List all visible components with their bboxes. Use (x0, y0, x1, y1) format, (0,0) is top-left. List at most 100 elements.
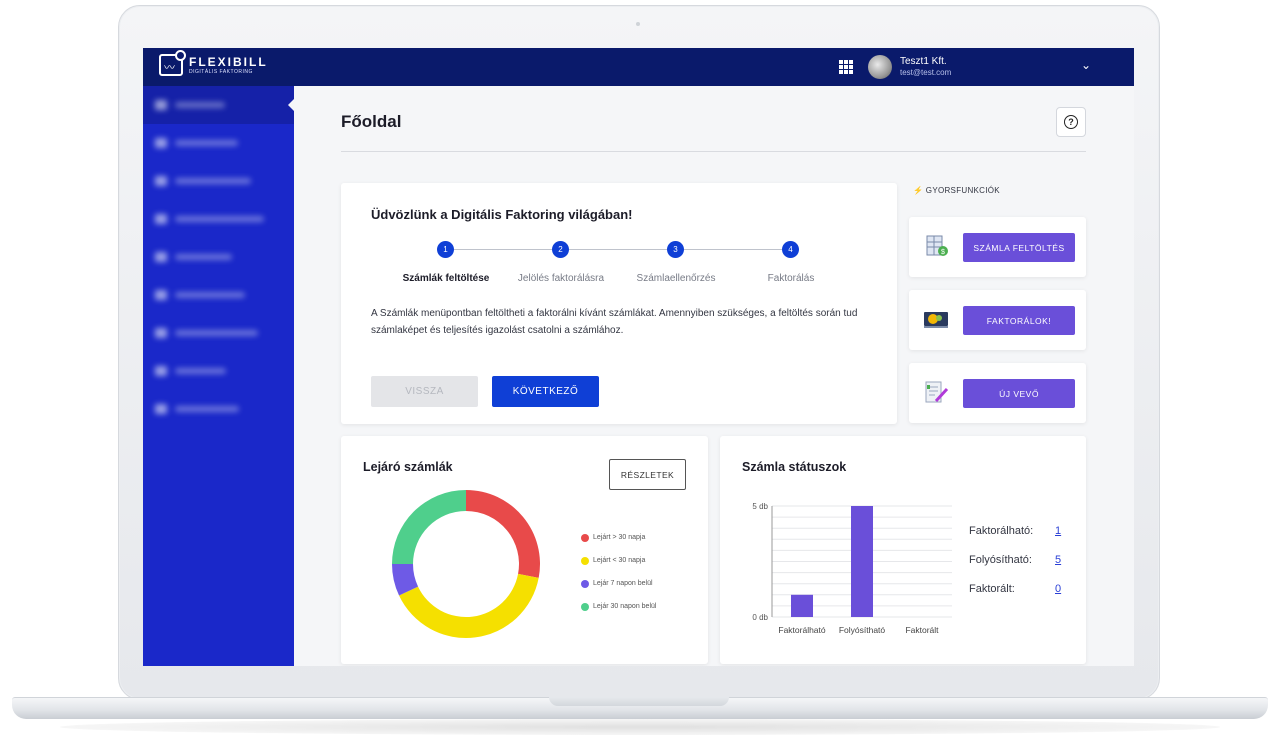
invoice-status-card: Számla státuszok 5 db 0 db Faktorálható Fol… (720, 436, 1086, 664)
invoice-upload-icon: $ (926, 235, 948, 256)
sidebar-item-4[interactable] (143, 200, 294, 238)
legend-label: Lejár 30 napon belül (593, 603, 657, 610)
legend-label: Lejár 7 napon belül (593, 580, 653, 587)
welcome-description: A Számlák menüpontban feltöltheti a fakt… (371, 308, 858, 336)
sidebar (143, 86, 295, 666)
donut-slice[interactable] (399, 573, 539, 638)
help-icon: ? (1064, 115, 1078, 129)
quick-functions-label: ⚡ GYORSFUNKCIÓK (913, 186, 1000, 195)
step-2-label: Jelölés faktorálásra (517, 273, 605, 284)
invoice-status-title: Számla státuszok (742, 460, 847, 474)
expiring-donut-chart (392, 490, 540, 638)
donut-slice[interactable] (392, 490, 466, 564)
logo-icon: 〰 (159, 50, 186, 76)
status-row: Faktorált: 0 (969, 574, 1061, 603)
y-tick-label: 5 db (752, 502, 768, 511)
status-row: Faktorálható: 1 (969, 516, 1061, 545)
sidebar-item-2[interactable] (143, 124, 294, 162)
bolt-icon: ⚡ (913, 186, 924, 195)
sidebar-item-6[interactable] (143, 276, 294, 314)
legend-item[interactable]: Lejár 7 napon belül (581, 572, 656, 595)
welcome-card: Üdvözlünk a Digitális Faktoring világába… (341, 183, 897, 424)
step-3-label: Számlaellenőrzés (636, 273, 716, 284)
legend-dot (581, 602, 589, 611)
laptop-notch (549, 697, 729, 706)
new-customer-icon (925, 381, 949, 403)
status-label: Faktorálható: (969, 524, 1034, 537)
step-1-dot[interactable]: 1 (437, 241, 454, 258)
step-connector (684, 249, 782, 250)
welcome-title: Üdvözlünk a Digitális Faktoring világába… (371, 207, 633, 222)
step-4-dot[interactable]: 4 (782, 241, 799, 258)
next-button[interactable]: KÖVETKEZŐ (492, 376, 599, 407)
step-2-dot[interactable]: 2 (552, 241, 569, 258)
step-4-label: Faktorálás (767, 273, 815, 284)
y-tick-label: 0 db (752, 613, 768, 622)
top-bar: 〰 FLEXIBILL DIGITÁLIS FAKTORING Teszt1 K… (143, 48, 1134, 86)
expiring-invoices-card: Lejáró számlák RÉSZLETEK Lejárt > 30 nap… (341, 436, 708, 664)
help-button[interactable]: ? (1056, 107, 1086, 137)
camera-dot (636, 22, 640, 26)
status-bar-chart: 5 db 0 db Faktorálható Folyósítható Faktorál… (752, 502, 952, 635)
status-bar[interactable] (851, 506, 873, 617)
new-customer-button[interactable]: ÚJ VEVŐ (963, 379, 1075, 408)
status-value-link[interactable]: 1 (1055, 524, 1062, 537)
legend-item[interactable]: Lejárt > 30 napja (581, 526, 656, 549)
sidebar-item-3[interactable] (143, 162, 294, 200)
status-label: Folyósítható: (969, 553, 1032, 566)
sidebar-item-1[interactable] (143, 86, 295, 124)
x-tick-label: Faktorálható (778, 625, 826, 635)
details-button[interactable]: RÉSZLETEK (609, 459, 686, 490)
sidebar-item-8[interactable] (143, 352, 294, 390)
sidebar-item-9[interactable] (143, 390, 294, 428)
legend-label: Lejárt > 30 napja (593, 534, 646, 541)
factoring-icon (924, 312, 948, 328)
donut-slice[interactable] (392, 564, 419, 596)
quick-function-factoring: FAKTORÁLOK! (909, 290, 1086, 350)
page-title: Főoldal (341, 112, 402, 131)
x-tick-label: Faktorált (905, 625, 939, 635)
legend-dot (581, 579, 589, 588)
donut-slice[interactable] (466, 490, 540, 578)
step-3-dot[interactable]: 3 (667, 241, 684, 258)
step-connector (569, 249, 667, 250)
active-indicator (288, 98, 295, 112)
legend-dot (581, 533, 589, 542)
legend-item[interactable]: Lejárt < 30 napja (581, 549, 656, 572)
avatar[interactable] (868, 55, 892, 79)
quick-function-new-customer: ÚJ VEVŐ (909, 363, 1086, 423)
status-value-link[interactable]: 5 (1055, 553, 1062, 566)
legend-item[interactable]: Lejár 30 napon belül (581, 595, 656, 618)
svg-text:$: $ (941, 249, 945, 256)
expiring-invoices-title: Lejáró számlák (363, 460, 453, 474)
status-list: Faktorálható: 1 Folyósítható: 5 Faktorált:… (969, 516, 1061, 603)
logo-name: FLEXIBILL (189, 55, 268, 69)
app-screen: 〰 FLEXIBILL DIGITÁLIS FAKTORING Teszt1 K… (143, 48, 1134, 666)
legend-label: Lejárt < 30 napja (593, 557, 646, 564)
x-tick-label: Folyósítható (839, 625, 886, 635)
status-row: Folyósítható: 5 (969, 545, 1061, 574)
laptop-shadow (60, 719, 1220, 735)
donut-legend: Lejárt > 30 napja Lejárt < 30 napja Lejá… (581, 526, 656, 618)
legend-dot (581, 556, 589, 565)
sidebar-item-7[interactable] (143, 314, 294, 352)
status-label: Faktorált: (969, 582, 1015, 595)
quick-function-upload: $ SZÁMLA FELTÖLTÉS (909, 217, 1086, 277)
stepper: 1 2 3 4 Számlák feltöltése Jelölés fakto… (341, 241, 897, 291)
logo-subtitle: DIGITÁLIS FAKTORING (189, 69, 253, 75)
step-1-label: Számlák feltöltése (402, 273, 490, 284)
divider (341, 151, 1086, 152)
status-value-link[interactable]: 0 (1055, 582, 1062, 595)
user-name: Teszt1 Kft. (900, 56, 947, 67)
sidebar-item-5[interactable] (143, 238, 294, 276)
back-button[interactable]: VISSZA (371, 376, 478, 407)
apps-grid-icon[interactable] (839, 60, 853, 74)
app-logo[interactable]: 〰 FLEXIBILL DIGITÁLIS FAKTORING (159, 50, 268, 76)
factoring-button[interactable]: FAKTORÁLOK! (963, 306, 1075, 335)
quick-functions-title: GYORSFUNKCIÓK (925, 186, 1000, 195)
user-email: test@test.com (900, 68, 952, 77)
step-connector (454, 249, 552, 250)
invoice-upload-button[interactable]: SZÁMLA FELTÖLTÉS (963, 233, 1075, 262)
status-bar[interactable] (791, 594, 813, 617)
chevron-down-icon[interactable]: ⌄ (1081, 58, 1092, 72)
